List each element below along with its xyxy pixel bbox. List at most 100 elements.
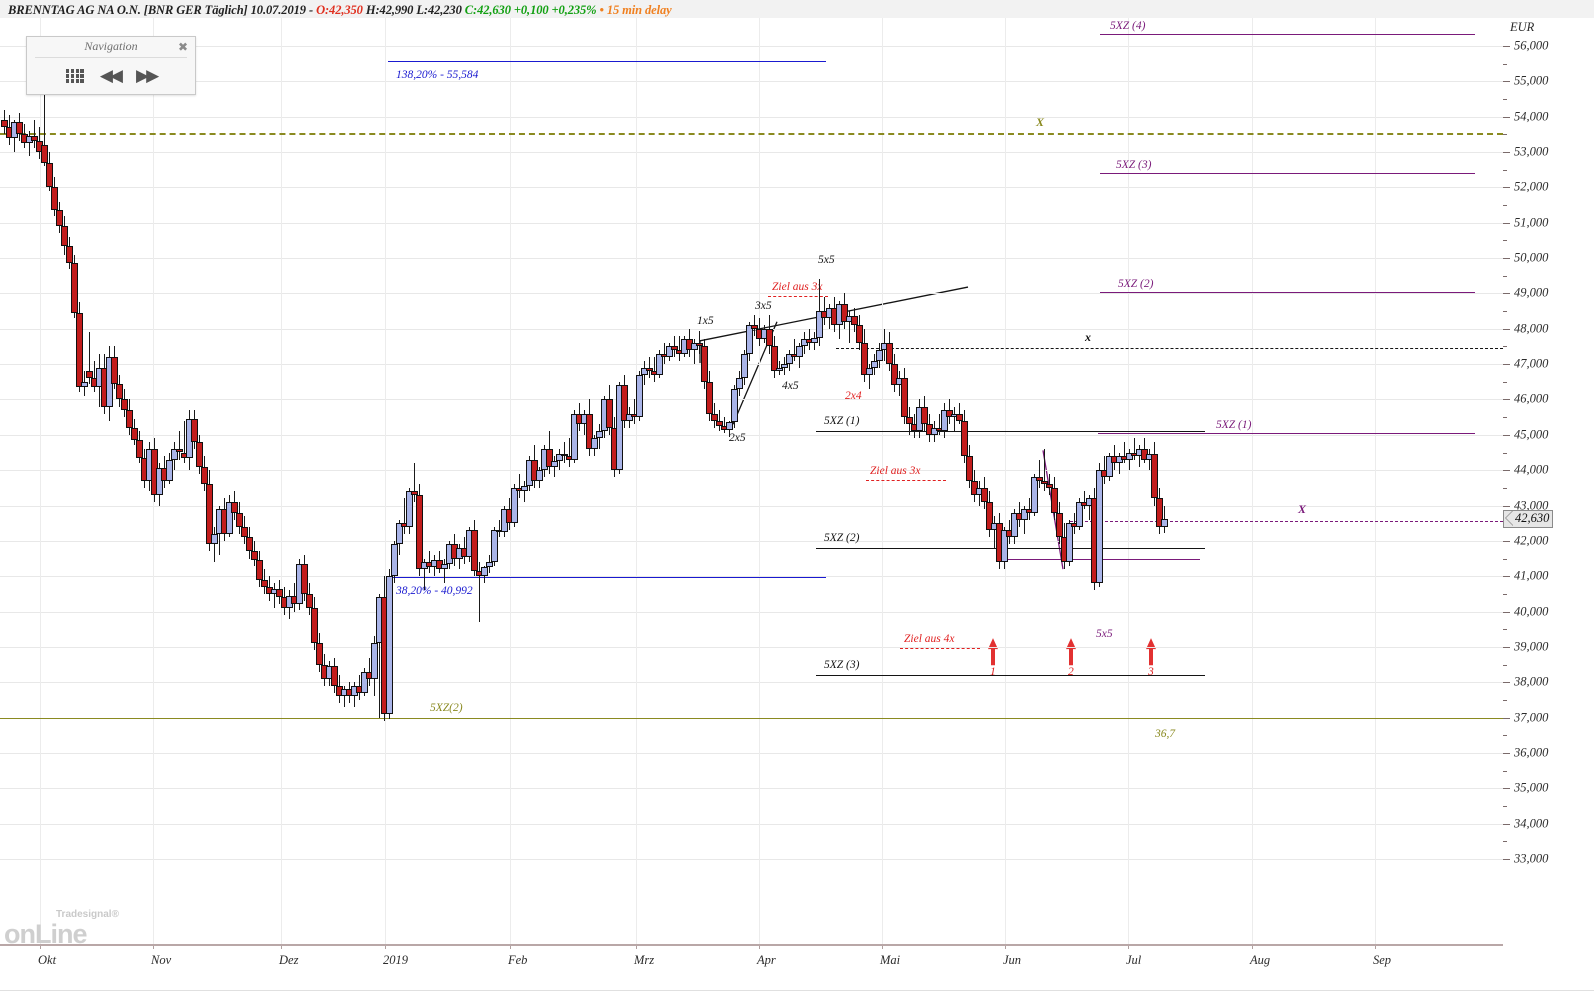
candle-body xyxy=(621,385,628,421)
axis-tick xyxy=(1503,788,1510,790)
candle-wick xyxy=(679,335,680,361)
candle-body xyxy=(1156,498,1163,527)
gridline-horizontal xyxy=(0,682,1503,684)
gridline-horizontal xyxy=(0,470,1503,472)
axis-tick-minor xyxy=(1503,99,1507,101)
candle-wick xyxy=(519,473,520,499)
candlestick xyxy=(131,18,138,944)
candlestick xyxy=(591,18,598,944)
fib-138-line[interactable] xyxy=(388,60,826,62)
axis-tick xyxy=(1503,399,1510,401)
x-olive-line[interactable] xyxy=(0,132,1503,135)
candlestick xyxy=(206,18,213,944)
candlestick xyxy=(1106,18,1113,944)
axis-tick-label: 36,000 xyxy=(1514,745,1549,760)
close-icon[interactable]: ✖ xyxy=(177,40,188,54)
candle-body xyxy=(156,468,163,495)
candle-body xyxy=(201,466,208,485)
logo-name: onLine xyxy=(4,919,87,949)
candlestick xyxy=(556,18,563,944)
olive-support-line[interactable] xyxy=(0,718,1503,720)
candle-wick xyxy=(44,81,45,167)
axis-unit-label: EUR xyxy=(1510,20,1535,34)
candlestick xyxy=(701,18,708,944)
sxz1-black-label: 5XZ (1) xyxy=(824,415,860,428)
axis-tick-label: Jun xyxy=(1003,953,1022,967)
rewind-icon[interactable]: ◀◀ xyxy=(99,65,123,86)
ziel-aus-4x[interactable] xyxy=(900,648,980,650)
ziel-aus-3x-upper-label: Ziel aus 3x xyxy=(772,280,823,293)
axis-tick-label: Apr xyxy=(757,953,776,967)
candlestick xyxy=(571,18,578,944)
sxz3-right-line[interactable] xyxy=(1100,173,1475,175)
candle-body xyxy=(116,383,123,400)
candle-body xyxy=(1106,456,1113,478)
sxz1-black-line[interactable] xyxy=(816,431,1205,433)
price-axis[interactable]: EUR 56,000 55,000 54,000 53,000 52,000 51,000… xyxy=(1503,18,1594,944)
axis-tick-label: Okt xyxy=(38,953,57,967)
candle-body xyxy=(556,454,563,462)
candlestick xyxy=(786,18,793,944)
candle-body xyxy=(1141,448,1148,460)
candle-body xyxy=(671,346,678,350)
candlestick xyxy=(766,18,773,944)
candlestick xyxy=(111,18,118,944)
candlestick xyxy=(31,18,38,944)
time-axis[interactable]: Okt Nov Dez 2019 Feb Mrz Apr Mai Jun Jul Aug Sep xyxy=(0,944,1594,991)
candlestick xyxy=(751,18,758,944)
navigation-panel[interactable]: Navigation ✖ ◀◀ ▶▶ xyxy=(26,36,196,95)
gridline-vertical xyxy=(40,18,41,944)
sxz4-label: 5XZ (4) xyxy=(1110,19,1146,32)
gridline-vertical xyxy=(1005,18,1006,944)
sxz2-right-line[interactable] xyxy=(1100,291,1475,293)
axis-tick-minor xyxy=(1503,346,1507,348)
sxz3-black-line[interactable] xyxy=(816,675,1205,677)
candle-wick xyxy=(179,431,180,460)
axis-tick-label: 48,000 xyxy=(1514,321,1549,336)
candlestick xyxy=(1156,18,1163,944)
candle-body xyxy=(811,337,818,343)
candle-body xyxy=(966,456,973,481)
candle-body xyxy=(866,367,873,375)
wave-label-3x5: 3x5 xyxy=(755,299,772,312)
sxz4-line[interactable] xyxy=(1100,33,1475,35)
grid-icon[interactable] xyxy=(65,69,84,83)
fib-38-line[interactable] xyxy=(388,576,826,578)
ziel-aus-3x-upper[interactable] xyxy=(768,295,828,297)
axis-tick xyxy=(1252,944,1253,949)
candlestick xyxy=(961,18,968,944)
candle-body xyxy=(66,245,73,264)
gridline-vertical xyxy=(1375,18,1376,944)
candle-body xyxy=(1011,512,1018,538)
candle-body xyxy=(716,420,723,426)
x-black-label: x xyxy=(1085,330,1091,345)
sxz1-purple-line[interactable] xyxy=(1098,433,1475,435)
candle-body xyxy=(746,325,753,354)
candle-wick xyxy=(429,551,430,573)
candle-wick xyxy=(1049,473,1050,495)
x-purple-line[interactable] xyxy=(1070,521,1503,523)
axis-tick xyxy=(1503,470,1510,472)
forward-icon[interactable]: ▶▶ xyxy=(136,65,159,86)
candle-body xyxy=(396,523,403,545)
sxz3-black-label: 5XZ (3) xyxy=(824,659,860,672)
candlestick xyxy=(486,18,493,944)
sxz2-black-line[interactable] xyxy=(816,547,1205,549)
x-black-line[interactable] xyxy=(836,348,1503,350)
candle-body xyxy=(486,562,493,568)
candlestick xyxy=(546,18,553,944)
candle-wick xyxy=(404,498,405,534)
candlestick xyxy=(71,18,78,944)
ziel-aus-3x-lower[interactable] xyxy=(866,480,946,482)
candlestick xyxy=(411,18,418,944)
candle-wick xyxy=(29,130,30,156)
delay-note: • 15 min delay xyxy=(599,3,672,17)
candle-body xyxy=(546,448,553,467)
candlestick xyxy=(41,18,48,944)
candlestick xyxy=(866,18,873,944)
candle-body xyxy=(986,501,993,531)
chart-plot-area[interactable]: 138,20% - 55,584 5XZ (4) X 5XZ (3) 5XZ (2) x 5… xyxy=(0,18,1504,945)
axis-tick xyxy=(1128,944,1129,949)
axis-tick-label: 33,000 xyxy=(1514,851,1549,866)
gridline-vertical xyxy=(759,18,760,944)
